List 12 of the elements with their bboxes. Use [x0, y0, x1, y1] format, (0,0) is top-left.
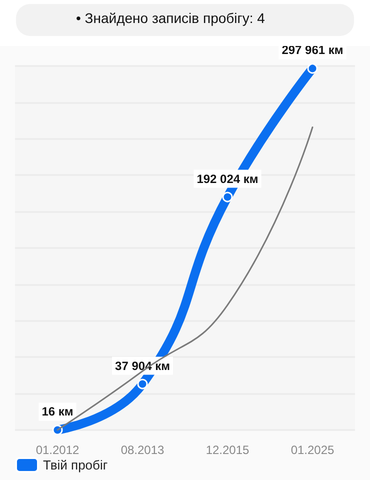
- point: [307, 63, 318, 74]
- legend-label: Твій пробіг: [43, 458, 108, 472]
- data-label: 192 024 км: [196, 172, 258, 186]
- point: [222, 192, 233, 202]
- x-tick-label: 12.2015: [206, 443, 250, 457]
- data-label: 297 961 км: [282, 43, 344, 58]
- point: [137, 378, 148, 390]
- x-tick-label: 01.2025: [290, 443, 335, 457]
- data-label: 16 км: [42, 404, 74, 419]
- x-tick-label: 01.2012: [36, 443, 80, 457]
- text: • Знайдено записів пробігу: 4: [76, 10, 266, 26]
- x-tick-label: 08.2013: [120, 443, 165, 457]
